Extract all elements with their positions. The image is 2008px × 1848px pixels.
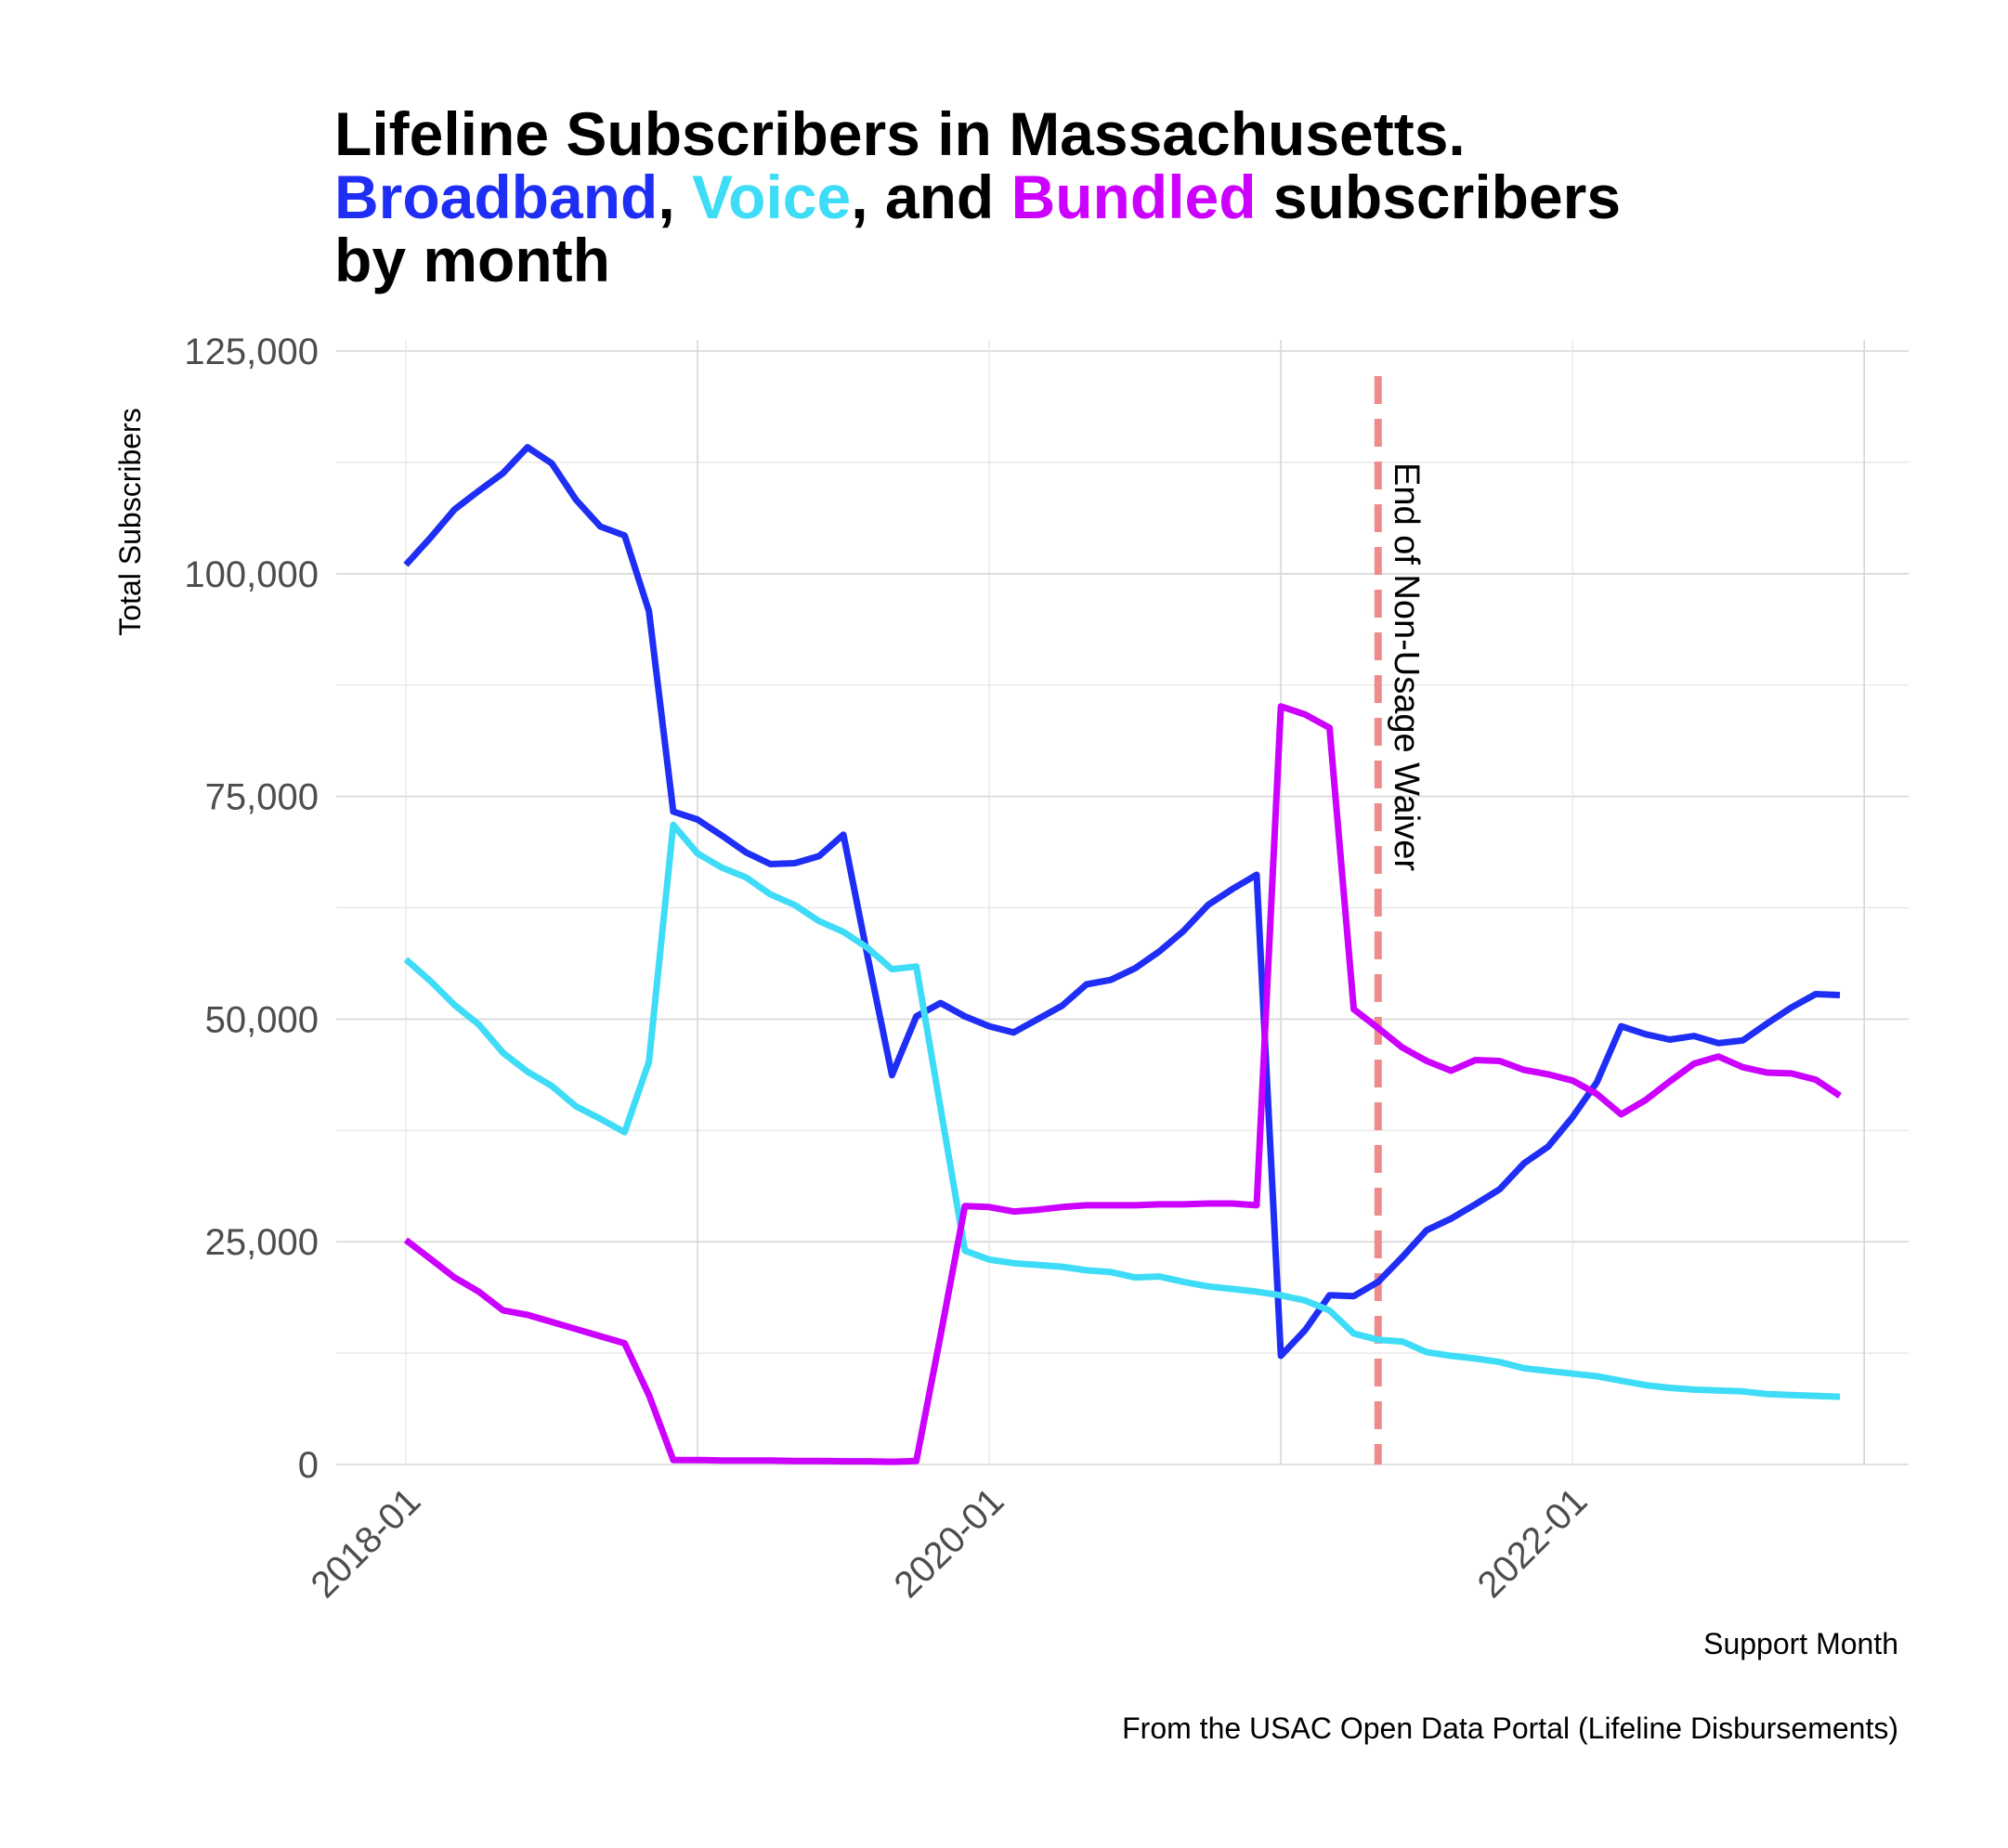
x-axis-label: Support Month: [1703, 1627, 1898, 1660]
y-axis-label: Total Subscribers: [113, 408, 147, 635]
chart-title: Lifeline Subscribers in Massachusetts. B…: [334, 102, 1621, 292]
y-tick-label: 75,000: [205, 777, 319, 818]
y-axis-ticks: 0 25,000 50,000 75,000 100,000 125,000: [184, 332, 319, 1486]
title-comma: ,: [658, 163, 675, 231]
title-line-3: by month: [334, 226, 610, 294]
title-broadband-word: Broadband: [334, 163, 658, 231]
x-tick-label: 2020-01: [887, 1480, 1012, 1606]
y-tick-label: 25,000: [205, 1222, 319, 1263]
annotation-label: End of Non-Usage Waiver: [1387, 462, 1426, 871]
y-tick-label: 100,000: [184, 554, 319, 595]
series-line-broadband: [403, 444, 1841, 1360]
y-tick-label: 125,000: [184, 332, 319, 372]
x-tick-label: 2022-01: [1470, 1480, 1596, 1606]
title-voice-word: Voice: [692, 163, 852, 231]
x-tick-label: 2018-01: [303, 1480, 428, 1606]
title-bundled-word: Bundled: [1011, 163, 1257, 231]
title-line-1: Lifeline Subscribers in Massachusetts.: [334, 99, 1466, 168]
series-line-bundled: [403, 703, 1842, 1465]
series-lines: [403, 444, 1842, 1465]
title-line-2: Broadband, Voice, and Bundled subscriber…: [334, 165, 1621, 228]
title-and: , and: [851, 163, 995, 231]
source-caption: From the USAC Open Data Portal (Lifeline…: [1122, 1711, 1898, 1745]
series-line-voice: [403, 821, 1841, 1400]
annotation-group: End of Non-Usage Waiver: [1374, 376, 1426, 1464]
grid-lines: [336, 340, 1909, 1465]
x-axis-ticks: 2018-01 2020-01 2022-01: [303, 1480, 1595, 1606]
y-tick-label: 0: [298, 1445, 319, 1486]
title-subscribers: subscribers: [1272, 163, 1622, 231]
y-tick-label: 50,000: [205, 999, 319, 1040]
